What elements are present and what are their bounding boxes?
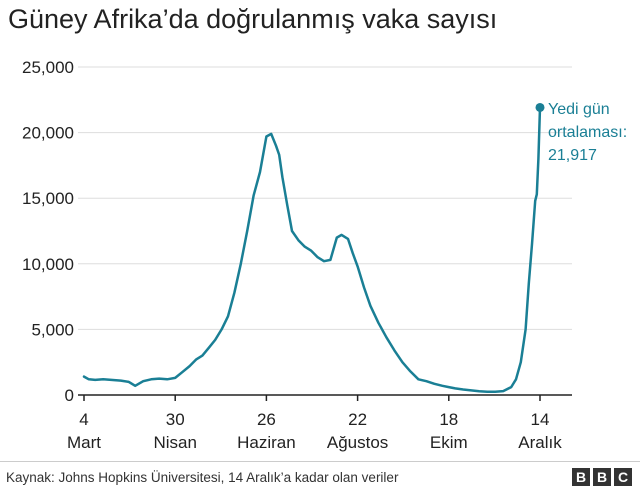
logo-letter: B — [593, 468, 611, 486]
chart-title: Güney Afrika’da doğrulanmış vaka sayısı — [8, 4, 498, 34]
x-axis — [78, 394, 572, 401]
x-tick-month: Ekim — [430, 433, 468, 452]
series-layer — [82, 106, 542, 393]
x-tick-month: Aralık — [518, 433, 562, 452]
x-tick-month: Ağustos — [327, 433, 388, 452]
annotation: Yedi gün ortalaması: 21,917 — [535, 101, 627, 164]
x-axis-labels: 4 Mart 30 Nisan 26 Haziran 22 Ağustos 18 Ekim 14 Ar… — [67, 410, 562, 452]
footer-divider — [0, 461, 640, 462]
annotation-text: Yedi gün — [548, 101, 610, 118]
y-tick-label: 0 — [65, 386, 74, 405]
y-tick-label: 25,000 — [22, 58, 74, 77]
y-tick-label: 20,000 — [22, 124, 74, 143]
logo-letter: B — [572, 468, 590, 486]
line-chart: 0 5,000 10,000 15,000 20,000 25,000 4 Mart 30 Ni… — [22, 58, 627, 452]
x-tick-day: 4 — [79, 410, 88, 429]
annotation-marker — [535, 102, 545, 112]
x-tick-day: 26 — [257, 410, 276, 429]
x-tick-day: 22 — [348, 410, 367, 429]
y-axis-labels: 0 5,000 10,000 15,000 20,000 25,000 — [22, 58, 74, 405]
x-tick-day: 14 — [531, 410, 550, 429]
logo-letter: C — [614, 468, 632, 486]
x-tick-day: 30 — [166, 410, 185, 429]
annotation-text: 21,917 — [548, 147, 597, 164]
source-note: Kaynak: Johns Hopkins Üniversitesi, 14 A… — [6, 470, 399, 485]
bbc-logo: B B C — [572, 468, 632, 486]
annotation-text: ortalaması: — [548, 124, 627, 141]
x-tick-month: Nisan — [153, 433, 196, 452]
x-tick-day: 18 — [439, 410, 458, 429]
grid-lines — [78, 66, 572, 330]
x-tick-month: Haziran — [237, 433, 296, 452]
x-tick-month: Mart — [67, 433, 101, 452]
y-tick-label: 10,000 — [22, 255, 74, 274]
y-tick-label: 15,000 — [22, 189, 74, 208]
y-tick-label: 5,000 — [31, 320, 74, 339]
series-line — [82, 106, 542, 393]
